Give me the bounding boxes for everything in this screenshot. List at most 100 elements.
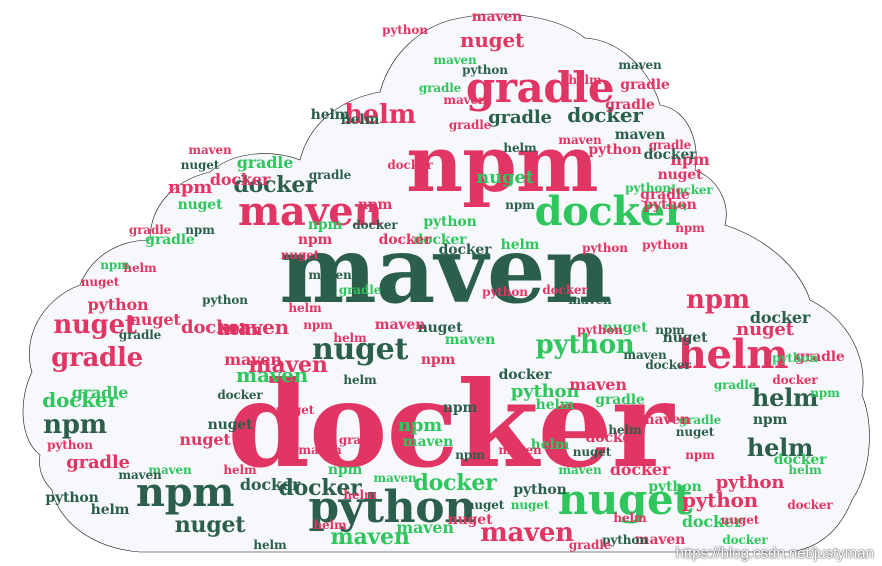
cloud-word-gradle: gradle xyxy=(418,81,462,95)
cloud-word-npm: npm xyxy=(100,258,130,272)
cloud-word-gradle: gradle xyxy=(678,413,722,427)
cloud-word-docker: docker xyxy=(609,460,671,479)
cloud-word-nuget: nuget xyxy=(53,310,137,340)
cloud-word-npm: npm xyxy=(670,150,710,169)
cloud-word-gradle: gradle xyxy=(128,223,172,237)
cloud-word-maven: maven xyxy=(235,363,309,387)
cloud-word-maven: maven xyxy=(237,188,383,235)
cloud-word-helm: helm xyxy=(313,518,347,532)
cloud-word-python: python xyxy=(643,197,697,213)
cloud-word-npm: npm xyxy=(43,410,107,440)
cloud-word-maven: maven xyxy=(330,524,410,550)
cloud-word-maven: maven xyxy=(639,412,691,428)
cloud-word-npm: npm xyxy=(135,469,235,516)
cloud-outline xyxy=(22,13,870,553)
cloud-word-maven: maven xyxy=(374,317,426,333)
cloud-word-docker: docker xyxy=(542,283,588,297)
cloud-word-npm: npm xyxy=(167,177,213,198)
cloud-word-nuget: nuget xyxy=(174,512,246,538)
cloud-word-nuget: nuget xyxy=(465,498,505,512)
cloud-word-maven: maven xyxy=(480,518,574,548)
cloud-word-gradle: gradle xyxy=(448,118,492,132)
cloud-word-helm: helm xyxy=(751,383,819,412)
cloud-word-maven: maven xyxy=(444,332,496,348)
cloud-word-npm: npm xyxy=(297,232,333,248)
cloud-word-python: python xyxy=(47,438,93,452)
cloud-word-python: python xyxy=(513,482,567,498)
cloud-word-python: python xyxy=(423,214,477,230)
cloud-word-nuget: nuget xyxy=(675,425,715,439)
cloud-word-nuget: nuget xyxy=(662,330,708,346)
cloud-word-npm: npm xyxy=(307,217,343,233)
cloud-word-nuget: nuget xyxy=(557,475,693,524)
cloud-word-npm: npm xyxy=(685,448,715,462)
cloud-word-maven: maven xyxy=(433,53,477,67)
cloud-word-npm: npm xyxy=(675,221,705,235)
cloud-word-maven: maven xyxy=(224,350,282,369)
cloud-word-helm: helm xyxy=(500,237,540,253)
cloud-word-helm: helm xyxy=(677,331,789,378)
cloud-word-docker: docker xyxy=(387,158,433,172)
cloud-word-maven: maven xyxy=(558,133,602,147)
cloud-word-python: python xyxy=(577,323,623,337)
cloud-word-npm: npm xyxy=(655,323,685,337)
cloud-word-python: python xyxy=(87,295,149,314)
cloud-word-npm: npm xyxy=(406,119,598,210)
cloud-word-python: python xyxy=(602,533,648,547)
cloud-word-npm: npm xyxy=(686,285,750,315)
cloud-word-npm: npm xyxy=(420,352,456,368)
cloud-word-gradle: gradle xyxy=(51,343,143,373)
cloud-word-nuget: nuget xyxy=(510,498,550,512)
cloud-word-maven: maven xyxy=(298,443,342,457)
cloud-word-npm: npm xyxy=(327,462,363,478)
cloud-word-python: python xyxy=(535,330,635,360)
cloud-word-docker: docker xyxy=(233,172,317,198)
cloud-word-maven: maven xyxy=(118,468,162,482)
cloud-word-docker: docker xyxy=(181,317,249,338)
cloud-word-gradle: gradle xyxy=(620,77,670,93)
cloud-word-nuget: nuget xyxy=(280,248,320,262)
cloud-word-gradle: gradle xyxy=(648,138,692,152)
cloud-word-maven: maven xyxy=(558,463,602,477)
cloud-word-python: python xyxy=(625,181,671,195)
cloud-word-docker: docker xyxy=(749,308,811,327)
cloud-word-python: python xyxy=(45,490,99,506)
cloud-word-maven: maven xyxy=(498,443,542,457)
cloud-word-docker: docker xyxy=(209,170,271,189)
cloud-word-python: python xyxy=(648,479,702,495)
cloud-word-gradle: gradle xyxy=(308,168,352,182)
cloud-word-npm: npm xyxy=(397,415,443,436)
cloud-word-nuget: nuget xyxy=(179,430,231,449)
cloud-word-helm: helm xyxy=(333,331,367,345)
cloud-word-nuget: nuget xyxy=(476,167,534,188)
cloud-word-maven: maven xyxy=(216,315,290,339)
cloud-word-nuget: nuget xyxy=(459,28,525,52)
cloud-word-gradle: gradle xyxy=(488,107,552,128)
cloud-word-gradle: gradle xyxy=(118,328,162,342)
cloud-word-python: python xyxy=(308,482,476,533)
cloud-word-maven: maven xyxy=(623,348,667,362)
cloud-word-helm: helm xyxy=(613,511,647,525)
cloud-word-nuget: nuget xyxy=(572,445,612,459)
cloud-word-docker: docker xyxy=(534,188,686,235)
cloud-word-gradle: gradle xyxy=(595,392,645,408)
cloud-word-helm: helm xyxy=(340,112,380,128)
cloud-word-helm: helm xyxy=(746,433,814,462)
cloud-word-helm: helm xyxy=(288,301,322,315)
cloud-word-maven: maven xyxy=(402,434,454,450)
cloud-word-maven: maven xyxy=(188,143,232,157)
cloud-word-gradle: gradle xyxy=(338,433,382,447)
cloud-word-python: python xyxy=(382,23,428,37)
cloud-word-docker: docker xyxy=(42,388,118,412)
cloud-word-nuget: nuget xyxy=(177,197,223,213)
cloud-word-npm: npm xyxy=(455,448,485,462)
cloud-word-helm: helm xyxy=(535,397,575,413)
cloud-word-helm: helm xyxy=(223,463,257,477)
cloud-word-maven: maven xyxy=(634,532,686,548)
cloud-word-docker: docker xyxy=(643,147,697,163)
cloud-word-python: python xyxy=(715,472,785,493)
cloud-word-npm: npm xyxy=(810,386,840,400)
